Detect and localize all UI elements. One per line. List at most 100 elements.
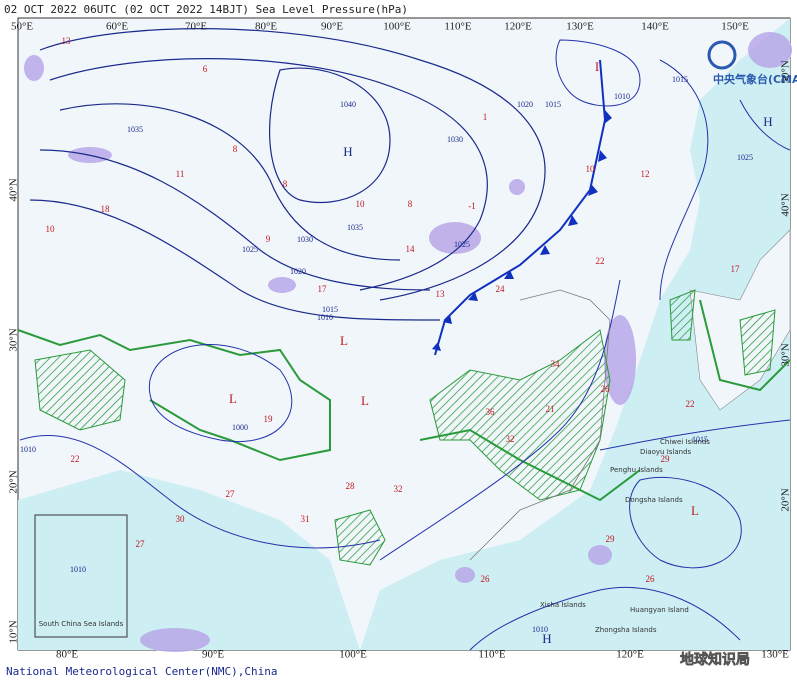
place-label: Chiwei Islands (660, 438, 710, 446)
station-value: 9 (266, 234, 271, 244)
station-value: 10 (356, 199, 366, 209)
logo-text: 中央气象台(CMA) (713, 72, 797, 86)
isobar (19, 28, 791, 651)
isobar-label: 1010 (20, 445, 36, 454)
lon-label: 100°E (383, 21, 411, 33)
station-value: 34 (551, 359, 561, 369)
station-value: 36 (486, 407, 496, 417)
lon-label: 60°E (106, 21, 128, 33)
lon-label: 90°E (321, 21, 343, 33)
lon-label: 100°E (339, 649, 367, 661)
contour-line (17, 329, 331, 462)
pressure-center: L (229, 391, 237, 406)
station-value: 29 (606, 534, 616, 544)
lat-label: 40°N (8, 178, 20, 201)
lon-label: 80°E (255, 21, 277, 33)
station-value: 19 (264, 414, 274, 424)
lat-label: 30°N (780, 343, 792, 366)
station-value: 27 (226, 489, 236, 499)
station-value: 21 (546, 404, 555, 414)
inset (34, 514, 128, 638)
lon-label: 110°E (444, 21, 471, 33)
pressure-center: L (340, 333, 348, 348)
isobar-label: 1015 (322, 305, 338, 314)
station-value: 17 (731, 264, 741, 274)
lat-label: 20°N (780, 488, 792, 511)
lon-label: 120°E (504, 21, 532, 33)
credit: National Meteorological Center(NMC),Chin… (6, 665, 278, 678)
logo-icon (707, 40, 737, 70)
pressure-center: H (542, 631, 551, 646)
station-value: 26 (601, 384, 611, 394)
station-value: 29 (661, 454, 671, 464)
isobar-label: 1010 (532, 625, 548, 634)
station-value: 30 (176, 514, 186, 524)
place-label: Zhongsha Islands (595, 626, 657, 634)
lon-label: 130°E (761, 649, 789, 661)
lon-label: 140°E (641, 21, 669, 33)
place-label: Dongsha Islands (625, 496, 683, 504)
station-value: 27 (136, 539, 146, 549)
station-value: 10 (586, 164, 596, 174)
lon-label: 50°E (11, 21, 33, 33)
place-label: Diaoyu Islands (640, 448, 692, 456)
station-value: 22 (71, 454, 80, 464)
lon-label: 90°E (202, 649, 224, 661)
lat-label: 10°N (8, 620, 20, 643)
station-value: 22 (596, 256, 605, 266)
contour-line (419, 299, 791, 502)
isobar-label: 1010 (317, 313, 333, 322)
station-value: 8 (408, 199, 413, 209)
pressure-center: H (763, 114, 772, 129)
title: 02 OCT 2022 06UTC (02 OCT 2022 14BJT) Se… (4, 3, 408, 16)
station-value: 26 (481, 574, 491, 584)
lon-label: 110°E (478, 649, 505, 661)
isobar-label: 1010 (614, 92, 630, 101)
isobar-label: 1020 (290, 267, 306, 276)
station-value: 17 (318, 284, 328, 294)
lat-label: 30°N (8, 328, 20, 351)
isobar-label: 1020 (517, 100, 533, 109)
station-value: 11 (176, 169, 185, 179)
pressure-center: L (361, 393, 369, 408)
watermark: 地球知识局 (680, 651, 750, 668)
isobar-label: 1015 (672, 75, 688, 84)
station-value: 12 (641, 169, 650, 179)
isobar-label: 1025 (737, 153, 753, 162)
station-value: 13 (62, 36, 72, 46)
lat-label: 20°N (8, 470, 20, 493)
lat-label: 50°N (780, 60, 792, 83)
station-value: 13 (436, 289, 446, 299)
generated-layer: 50°E 60°E 70°E 80°E 90°E 100°E 110°E 120°E 130°E… (8, 21, 792, 661)
station-value: 14 (406, 244, 416, 254)
station-value: 1 (483, 112, 488, 122)
lon-label: 80°E (56, 649, 78, 661)
coastline (469, 289, 611, 561)
station-value: 26 (646, 574, 656, 584)
station-value: 6 (203, 64, 208, 74)
place-label: Penghu Islands (610, 466, 663, 474)
isobar-label: 1025 (242, 245, 258, 254)
station-value: -1 (468, 201, 476, 211)
isobar-label: 1025 (454, 240, 470, 249)
pressure-center: H (343, 144, 352, 159)
lat-label: 40°N (780, 193, 792, 216)
place-label: Xisha Islands (540, 601, 586, 609)
station-value: 22 (686, 399, 695, 409)
front-symbol (432, 110, 612, 351)
station-value: 31 (301, 514, 310, 524)
sea (360, 18, 790, 650)
pressure-center: L (691, 503, 699, 518)
isobar-label: 1015 (692, 435, 708, 444)
isobar-label: 1030 (447, 135, 463, 144)
isobar-label: 1030 (297, 235, 313, 244)
station-value: 32 (394, 484, 403, 494)
lon-label: 130°E (566, 21, 594, 33)
isobar-label: 1035 (127, 125, 143, 134)
isobar-label: 1000 (232, 423, 248, 432)
station-value: 8 (233, 144, 238, 154)
inset-label: South China Sea Islands (39, 620, 124, 628)
station-value: 10 (46, 224, 56, 234)
station-value: 18 (101, 204, 111, 214)
lon-label: 70°E (185, 21, 207, 33)
